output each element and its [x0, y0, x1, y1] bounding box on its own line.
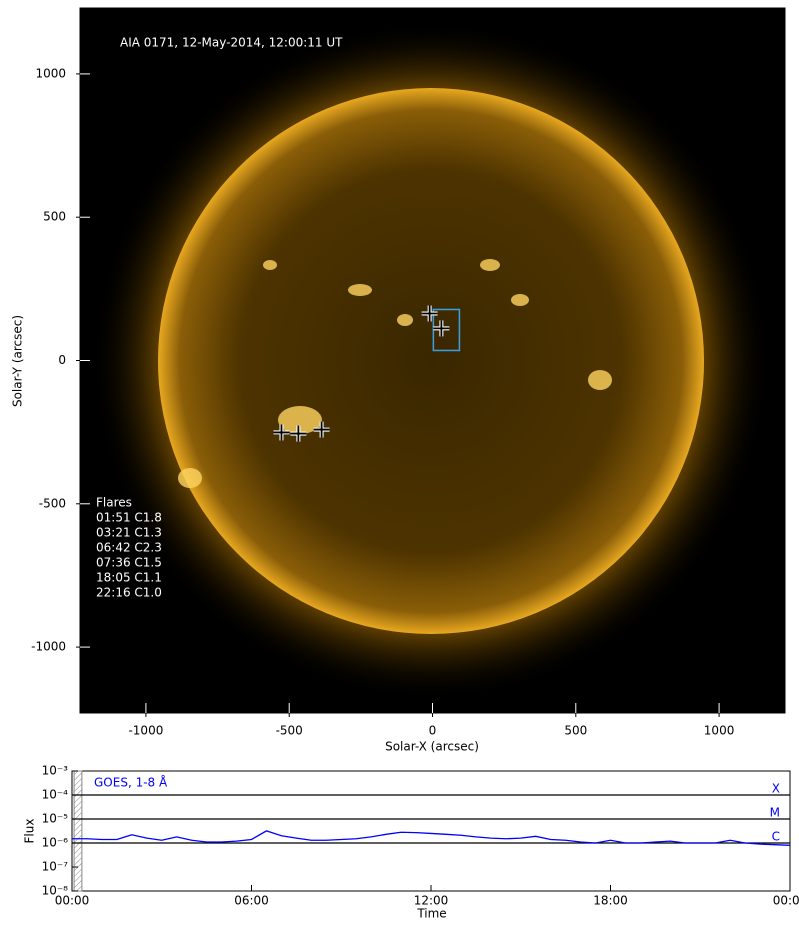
flare-entry: 03:21 C1.3: [96, 526, 162, 540]
image-title: AIA 0171, 12-May-2014, 12:00:11 UT: [120, 36, 343, 50]
y-tick-label: 500: [43, 210, 66, 224]
x-tick-label: 06:00: [234, 894, 269, 908]
x-tick-label: 00:00: [55, 894, 90, 908]
y-axis-label: Solar-Y (arcsec): [11, 315, 25, 407]
y-tick-label: 10⁻⁸: [42, 884, 69, 898]
y-tick-label: 0: [58, 353, 66, 367]
plot-frame: [71, 770, 791, 892]
flares-title: Flares: [96, 496, 132, 510]
flare-entry: 18:05 C1.1: [96, 571, 162, 585]
class-level-label: X: [772, 782, 780, 796]
x-tick-label: -1000: [128, 724, 163, 738]
y-tick-label: 10⁻⁷: [42, 860, 69, 874]
shaded-interval: [73, 770, 83, 892]
flare-entry: 22:16 C1.0: [96, 586, 162, 600]
flare-marker: [290, 425, 307, 442]
sun-image: [91, 21, 771, 701]
x-axis-label: Time: [416, 907, 446, 921]
x-tick-label: 18:00: [593, 894, 628, 908]
region-box: [432, 308, 461, 352]
x-tick-label: 12:00: [414, 894, 449, 908]
solar-disk: [158, 88, 704, 634]
y-tick-label: 10⁻⁴: [42, 788, 69, 802]
y-tick-label: 1000: [35, 66, 66, 80]
flux-line: [72, 830, 791, 846]
legend-label: GOES, 1-8 Å: [94, 775, 168, 790]
y-tick-label: -1000: [31, 640, 66, 654]
y-tick-label: 10⁻⁵: [42, 812, 69, 826]
flare-marker: [313, 421, 330, 438]
flare-marker: [433, 320, 450, 337]
x-tick-label: 1000: [704, 724, 735, 738]
x-tick-label: 00:00: [773, 894, 799, 908]
x-tick-label: -500: [276, 724, 303, 738]
y-tick-label: 10⁻³: [42, 764, 69, 778]
y-tick-label: -500: [39, 496, 66, 510]
y-axis-label: Flux: [23, 819, 37, 844]
x-tick-label: 500: [564, 724, 587, 738]
flare-entry: 07:36 C1.5: [96, 556, 162, 570]
flare-marker: [421, 305, 438, 322]
y-tick-label: 10⁻⁶: [42, 836, 69, 850]
flare-entry: 06:42 C2.3: [96, 541, 162, 555]
flare-marker: [273, 424, 290, 441]
class-level-label: M: [770, 806, 780, 820]
class-level-label: C: [772, 830, 780, 844]
flare-entry: 01:51 C1.8: [96, 511, 162, 525]
active-regions: [178, 259, 612, 488]
x-tick-label: 0: [429, 724, 437, 738]
x-axis-label: Solar-X (arcsec): [385, 740, 479, 754]
